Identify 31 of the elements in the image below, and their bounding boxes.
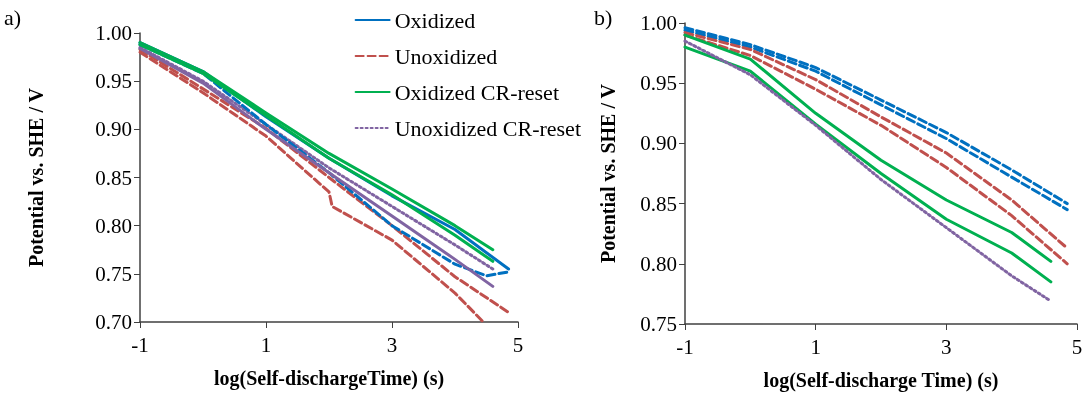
text: a) [4, 4, 22, 30]
y-axis-title: Potential vs. SHE / V [25, 87, 47, 268]
y-tick-label: 0.80 [640, 251, 677, 276]
y-tick-label: 0.95 [95, 69, 132, 94]
x-tick-label: 1 [260, 332, 272, 357]
y-tick-label: 1.00 [95, 21, 132, 45]
text: b) [594, 4, 613, 30]
y-tick-label: 0.75 [640, 312, 677, 336]
x-tick-label: -1 [676, 334, 694, 359]
x-tick-label: 3 [386, 332, 398, 357]
legend-label: Oxidized CR-reset [394, 79, 560, 105]
y-axis-title: Potential vs. SHE / V [597, 83, 619, 264]
legend-label: Oxidized [394, 7, 476, 33]
legend-label: Unoxidized [394, 43, 498, 69]
y-tick-label: 0.90 [640, 131, 677, 156]
y-tick-label: 0.75 [95, 261, 132, 286]
x-tick-label: -1 [131, 332, 149, 357]
x-tick-label: 3 [941, 334, 952, 359]
y-tick-label: 0.95 [640, 71, 677, 96]
x-tick-label: 5 [512, 332, 524, 357]
legend-label: Unoxidized CR-reset [394, 115, 582, 141]
y-tick-label: 0.85 [95, 165, 132, 190]
x-axis-title: log(Self-dischargeTime) (s) [213, 367, 445, 390]
x-axis-title: log(Self-discharge Time) (s) [763, 369, 999, 392]
y-tick-label: 1.00 [640, 11, 677, 35]
y-tick-label: 0.85 [640, 191, 677, 216]
x-tick-label: 1 [810, 334, 821, 359]
y-tick-label: 0.70 [95, 310, 132, 334]
y-tick-label: 0.80 [95, 213, 132, 238]
y-tick-label: 0.90 [95, 117, 132, 142]
x-tick-label: 5 [1071, 334, 1083, 359]
